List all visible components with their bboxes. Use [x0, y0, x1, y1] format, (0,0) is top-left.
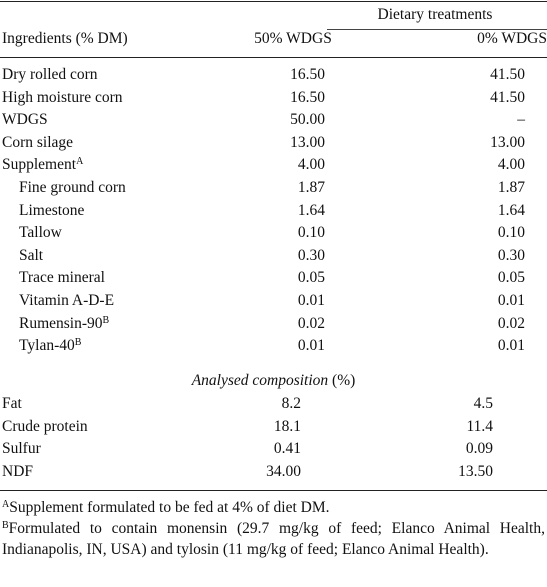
value-50-wdgs: 0.02	[297, 314, 325, 332]
composition-label: Sulfur	[2, 440, 41, 458]
value-50-wdgs: 13.00	[290, 133, 325, 151]
table-row: Fat 8.2 4.5	[0, 393, 547, 415]
value-0-wdgs: 1.87	[497, 179, 525, 196]
ingredient-label: Trace mineral	[19, 269, 105, 287]
value-0-wdgs: 11.4	[466, 417, 493, 435]
value-50-wdgs: 18.1	[273, 417, 301, 435]
footnote-mark: B	[102, 314, 110, 326]
value-0-wdgs: 0.30	[497, 246, 525, 264]
table-row: Trace mineral 0.05 0.05	[0, 267, 547, 289]
table-row: High moisture corn 16.50 41.50	[0, 87, 547, 109]
value-50-wdgs: 1.64	[297, 201, 325, 219]
composition-label: NDF	[2, 462, 34, 480]
value-0-wdgs: 0.01	[497, 292, 525, 309]
value-0-wdgs: 0.05	[497, 269, 525, 287]
footnote-mark: B	[2, 520, 9, 531]
footnote-mark: B	[74, 337, 82, 349]
table-row: Dry rolled corn 16.50 41.50	[0, 64, 547, 86]
table-row: SupplementA 4.00 4.00	[0, 154, 547, 176]
ingredient-label: Limestone	[19, 201, 85, 219]
value-0-wdgs: 0.10	[497, 224, 525, 242]
group-rule	[327, 29, 547, 30]
footnote-a: ASupplement formulated to be fed at 4% o…	[2, 497, 545, 518]
table-row: Tallow 0.10 0.10	[0, 222, 547, 244]
ingredient-label: Rumensin-90B	[19, 314, 110, 332]
ingredients-header: Ingredients (% DM)	[2, 30, 128, 47]
table-row: Fine ground corn 1.87 1.87	[0, 177, 547, 199]
value-50-wdgs: 16.50	[290, 88, 325, 106]
table-row: Vitamin A-D-E 0.01 0.01	[0, 290, 547, 312]
top-rule	[0, 1, 547, 2]
table-row: Salt 0.30 0.30	[0, 245, 547, 267]
table-row: Corn silage 13.00 13.00	[0, 132, 547, 154]
value-50-wdgs: 0.10	[297, 224, 325, 242]
value-50-wdgs: 8.2	[281, 395, 301, 412]
col-0-wdgs-header: 0% WDGS	[477, 30, 547, 47]
value-50-wdgs: 16.50	[290, 66, 325, 83]
header-rule	[0, 57, 547, 58]
value-50-wdgs: 1.87	[297, 179, 325, 196]
value-0-wdgs: 4.5	[473, 395, 493, 412]
table-row: Rumensin-90B 0.02 0.02	[0, 313, 547, 335]
value-50-wdgs: 0.01	[297, 292, 325, 309]
table-row: Crude protein 18.1 11.4	[0, 416, 547, 438]
footnote-b: BFormulated to contain monensin (29.7 mg…	[2, 518, 545, 560]
table-row: Limestone 1.64 1.64	[0, 200, 547, 222]
value-50-wdgs: 0.41	[273, 440, 301, 458]
value-50-wdgs: 0.01	[297, 337, 325, 355]
value-0-wdgs: 41.50	[490, 66, 525, 83]
value-50-wdgs: 34.00	[266, 462, 301, 480]
ingredient-label: Corn silage	[2, 133, 74, 151]
footnote-text: Formulated to contain monensin (29.7 mg/…	[2, 520, 545, 558]
footnote-mark: A	[2, 499, 10, 510]
value-0-wdgs: 0.02	[497, 314, 525, 332]
footnote-text: Supplement formulated to be fed at 4% of…	[9, 499, 330, 516]
table-row: WDGS 50.00 –	[0, 109, 547, 131]
value-0-wdgs: 13.00	[490, 133, 525, 151]
value-0-wdgs: 41.50	[490, 88, 525, 106]
value-50-wdgs: 0.30	[297, 246, 325, 264]
value-0-wdgs: –	[517, 111, 525, 129]
value-0-wdgs: 1.64	[497, 201, 525, 219]
section-title-italic: Analysed composition	[191, 372, 329, 389]
ingredient-label: Tallow	[19, 224, 62, 242]
ingredient-label: Vitamin A-D-E	[19, 292, 115, 309]
col-50-wdgs-header: 50% WDGS	[254, 30, 332, 47]
value-50-wdgs: 0.05	[297, 269, 325, 287]
value-0-wdgs: 13.50	[458, 462, 493, 480]
ingredient-label: Fine ground corn	[19, 179, 126, 196]
value-0-wdgs: 0.09	[465, 440, 493, 458]
table-row: NDF 34.00 13.50	[0, 461, 547, 483]
bottom-rule	[0, 490, 547, 491]
value-50-wdgs: 50.00	[290, 111, 325, 129]
composition-label: Fat	[2, 395, 22, 412]
ingredient-label: High moisture corn	[2, 88, 123, 106]
ingredient-label: Tylan-40B	[19, 337, 82, 355]
ingredient-label: Dry rolled corn	[2, 66, 98, 83]
ingredient-label: Salt	[19, 246, 44, 264]
table-row: Sulfur 0.41 0.09	[0, 438, 547, 460]
table-row: Tylan-40B 0.01 0.01	[0, 335, 547, 357]
ingredient-label: WDGS	[2, 111, 48, 129]
ingredient-label: SupplementA	[2, 156, 84, 174]
group-header: Dietary treatments	[377, 6, 493, 23]
footnote-mark: A	[76, 156, 84, 168]
section-title-unit: (%)	[328, 372, 356, 389]
section-title: Analysed composition (%)	[0, 370, 547, 392]
composition-label: Crude protein	[2, 417, 88, 435]
value-0-wdgs: 0.01	[497, 337, 525, 355]
value-0-wdgs: 4.00	[497, 156, 525, 174]
value-50-wdgs: 4.00	[297, 156, 325, 174]
